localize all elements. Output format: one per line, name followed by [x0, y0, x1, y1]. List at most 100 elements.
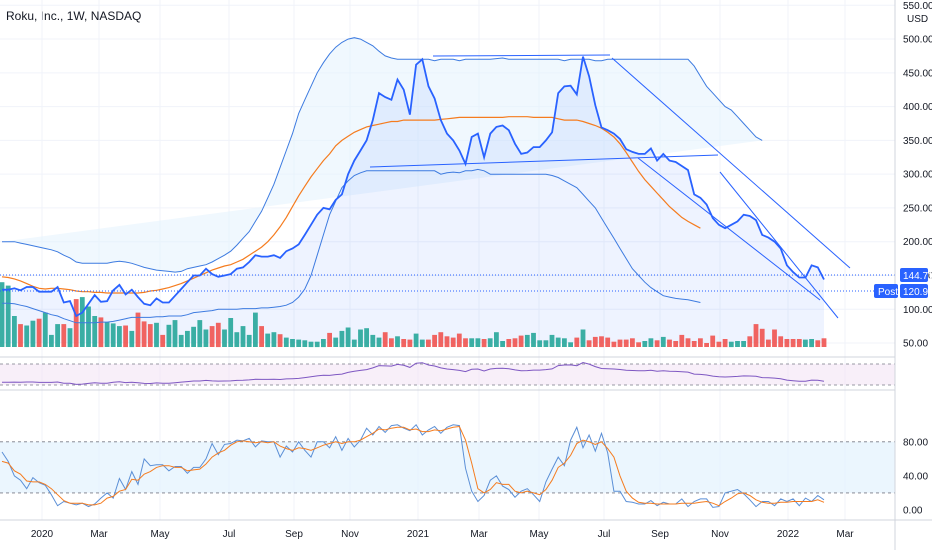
volume-bar — [351, 339, 357, 347]
time-axis-label: Sep — [285, 529, 303, 540]
last-price-badge — [900, 268, 928, 282]
volume-bar — [389, 338, 394, 347]
volume-bar — [12, 316, 17, 347]
volume-bar — [129, 330, 135, 348]
volume-bar — [110, 323, 116, 347]
volume-bar — [419, 339, 425, 347]
volume-bar — [18, 324, 23, 347]
volume-bar — [339, 330, 345, 348]
volume-bar — [555, 337, 561, 347]
volume-bar — [735, 341, 740, 347]
trendline — [369, 154, 719, 168]
volume-bar — [716, 341, 722, 348]
volume-bar — [450, 337, 456, 347]
time-axis-label: Nov — [711, 529, 729, 540]
volume-bar — [104, 322, 110, 347]
volume-bar — [586, 340, 592, 347]
volume-bar — [55, 324, 60, 347]
volume-bar — [562, 338, 567, 347]
volume-bar — [524, 334, 530, 347]
volume-bar — [407, 339, 413, 347]
post-label: Post — [878, 287, 898, 298]
volume-bar — [178, 334, 184, 347]
price-axis-label: 550.00 — [903, 1, 932, 12]
volume-bar — [549, 334, 555, 347]
volume-bar — [5, 285, 11, 347]
volume-bar — [580, 329, 586, 347]
rsi-line — [2, 361, 825, 385]
volume-bar — [809, 339, 814, 348]
volume-bar — [710, 335, 716, 347]
volume-bar — [648, 338, 654, 347]
volume-bar — [463, 338, 468, 347]
volume-bar — [537, 340, 543, 347]
oscillator-axis-label: 80.00 — [903, 437, 928, 448]
volume-bar — [345, 327, 351, 347]
volume-bar — [568, 342, 573, 347]
volume-bar — [444, 336, 450, 348]
lower-band-line — [2, 168, 701, 324]
volume-bar — [271, 332, 277, 347]
price-area-fill — [2, 56, 824, 344]
volume-bar — [228, 318, 234, 347]
volume-bar — [821, 338, 827, 347]
price-line — [2, 56, 825, 318]
volume-bar — [333, 337, 339, 347]
volume-bar — [172, 320, 178, 348]
volume-bar — [642, 341, 648, 347]
post-label-badge — [874, 284, 898, 298]
volume-bar — [741, 341, 746, 347]
volume-bar — [117, 326, 122, 347]
time-axis-label: Mar — [836, 529, 854, 540]
volume-bar — [290, 339, 295, 348]
volume-bar — [790, 339, 796, 348]
volume-bar — [494, 332, 499, 347]
volume-bar — [0, 282, 5, 347]
volume-bar — [673, 341, 679, 347]
volume-bar — [753, 324, 759, 347]
volume-bar — [438, 332, 444, 347]
time-axis-label: Sep — [651, 529, 669, 540]
volume-bar — [654, 340, 660, 347]
volume-bar — [506, 339, 512, 348]
volume-bar — [512, 338, 518, 347]
volume-bar — [698, 338, 703, 347]
oscillator-axis-label: 0.00 — [903, 506, 923, 517]
volume-bar — [61, 324, 67, 347]
volume-bar — [543, 340, 549, 347]
volume-bar — [636, 342, 641, 347]
volume-bar — [364, 328, 369, 348]
volume-bar — [265, 333, 271, 348]
volume-bar — [772, 329, 777, 347]
trendline — [637, 157, 821, 301]
volume-bar — [308, 341, 314, 348]
rsi-band-fill — [0, 364, 895, 385]
volume-bar — [160, 334, 166, 347]
price-axis-label: 50.00 — [903, 339, 928, 350]
volume-bar — [314, 341, 320, 348]
volume-bar — [376, 337, 382, 347]
currency-label: USD — [907, 14, 928, 25]
oscillator-axis-label: 40.00 — [903, 471, 928, 482]
volume-bar — [796, 339, 802, 348]
time-axis-label: 2020 — [31, 529, 54, 540]
time-axis-label: Jul — [598, 529, 611, 540]
volume-bar — [413, 333, 419, 348]
volume-bar — [605, 337, 611, 347]
price-axis-label: 300.00 — [903, 170, 932, 181]
volume-bar — [283, 337, 289, 347]
volume-bar — [321, 339, 326, 348]
volume-bar — [815, 340, 821, 347]
volume-bar — [98, 317, 104, 348]
volume-bar — [574, 337, 580, 347]
price-axis-label: 450.00 — [903, 68, 932, 79]
volume-bar — [401, 339, 407, 348]
volume-bar — [92, 316, 98, 347]
volume-bar — [240, 326, 246, 347]
volume-bar — [784, 339, 790, 348]
volume-bar — [660, 336, 666, 347]
volume-bar — [234, 332, 240, 347]
volume-bar — [166, 324, 172, 347]
